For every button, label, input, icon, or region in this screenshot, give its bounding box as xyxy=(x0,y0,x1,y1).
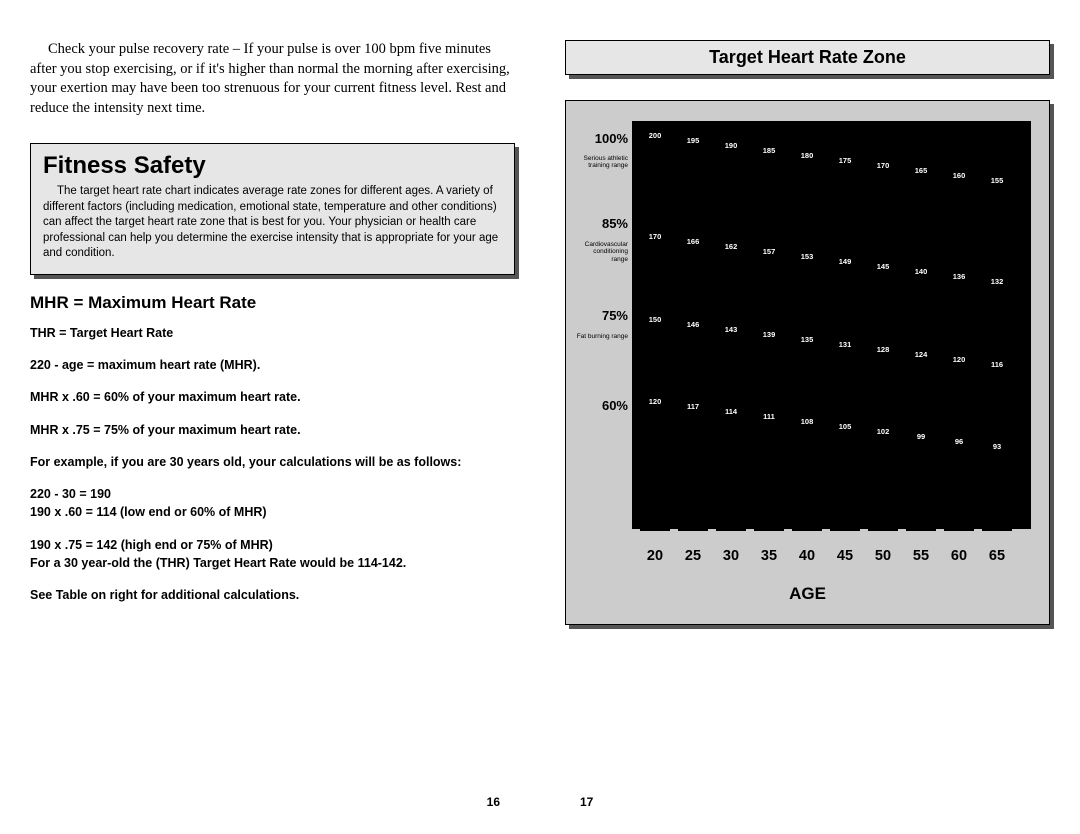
y-axis-label: 60% xyxy=(580,398,628,413)
bar-column xyxy=(906,188,936,532)
formula-line: MHR x .75 = 75% of your maximum heart ra… xyxy=(30,422,515,438)
bar-column xyxy=(944,197,974,531)
page-16: Check your pulse recovery rate – If your… xyxy=(0,0,540,834)
bar-value: 153 xyxy=(792,252,822,261)
page-17: Target Heart Rate Zone AGE 100% Serious a… xyxy=(540,0,1080,834)
y-axis-sublabel: Cardiovascular conditioning range xyxy=(576,241,628,263)
age-tick: 55 xyxy=(906,548,936,564)
bar-value: 180 xyxy=(792,151,822,160)
formula-line: See Table on right for additional calcul… xyxy=(30,587,515,603)
bar-value: 139 xyxy=(754,330,784,339)
bar-column xyxy=(792,159,822,531)
bar-value: 200 xyxy=(640,131,670,140)
formula-line: 220 - age = maximum heart rate (MHR). xyxy=(30,357,515,373)
y-axis-label: 75% xyxy=(580,308,628,323)
age-tick: 65 xyxy=(982,548,1012,564)
bar-column xyxy=(868,178,898,531)
bar-value: 155 xyxy=(982,176,1012,185)
bar-value: 131 xyxy=(830,340,860,349)
bar-value: 117 xyxy=(678,402,708,411)
age-tick: 25 xyxy=(678,548,708,564)
bar-column xyxy=(982,207,1012,532)
bar-value: 102 xyxy=(868,427,898,436)
bar-value: 143 xyxy=(716,325,746,334)
age-tick: 35 xyxy=(754,548,784,564)
bar-value: 166 xyxy=(678,237,708,246)
y-axis-label: 100% xyxy=(580,131,628,146)
fitness-safety-title: Fitness Safety xyxy=(43,152,502,180)
formula-line: 190 x .60 = 114 (low end or 60% of MHR) xyxy=(30,504,515,520)
formula-line: For example, if you are 30 years old, yo… xyxy=(30,454,515,470)
zone-title: Target Heart Rate Zone xyxy=(565,40,1050,75)
bar-value: 140 xyxy=(906,267,936,276)
page-number-right: 17 xyxy=(580,795,593,809)
page-number-left: 16 xyxy=(487,795,500,809)
bar-column xyxy=(678,131,708,532)
bar-value: 170 xyxy=(640,232,670,241)
bar-value: 170 xyxy=(868,161,898,170)
y-axis-label: 85% xyxy=(580,216,628,231)
fitness-safety-box: Fitness Safety The target heart rate cha… xyxy=(30,143,515,275)
age-tick: 50 xyxy=(868,548,898,564)
formula-line: For a 30 year-old the (THR) Target Heart… xyxy=(30,555,515,571)
bar-value: 111 xyxy=(754,412,784,421)
bar-value: 135 xyxy=(792,335,822,344)
bar-value: 96 xyxy=(944,437,974,446)
bar-value: 157 xyxy=(754,247,784,256)
age-axis-label: AGE xyxy=(566,584,1049,604)
bar-value: 114 xyxy=(716,407,746,416)
bar-value: 128 xyxy=(868,345,898,354)
bar-value: 116 xyxy=(982,360,1012,369)
bar-value: 165 xyxy=(906,166,936,175)
mhr-heading: MHR = Maximum Heart Rate xyxy=(30,293,515,313)
bar-value: 185 xyxy=(754,146,784,155)
bar-value: 99 xyxy=(906,432,936,441)
bar-column xyxy=(830,169,860,532)
bar-value: 145 xyxy=(868,262,898,271)
age-tick: 40 xyxy=(792,548,822,564)
fitness-safety-body: The target heart rate chart indicates av… xyxy=(43,184,502,262)
bar-value: 124 xyxy=(906,350,936,359)
age-tick: 30 xyxy=(716,548,746,564)
bar-column xyxy=(640,121,670,531)
bar-value: 160 xyxy=(944,171,974,180)
bar-value: 105 xyxy=(830,422,860,431)
formula-line: THR = Target Heart Rate xyxy=(30,325,515,341)
age-tick: 45 xyxy=(830,548,860,564)
intro-text: Check your pulse recovery rate – If your… xyxy=(30,40,515,118)
bar-value: 120 xyxy=(944,355,974,364)
bar-value: 162 xyxy=(716,242,746,251)
bar-value: 132 xyxy=(982,277,1012,286)
bar-value: 195 xyxy=(678,136,708,145)
heart-rate-chart: AGE 100% Serious athletic training range 8… xyxy=(565,100,1050,625)
age-tick: 20 xyxy=(640,548,670,564)
bar-column xyxy=(716,140,746,531)
bar-value: 120 xyxy=(640,397,670,406)
bar-value: 108 xyxy=(792,417,822,426)
formula-list: THR = Target Heart Rate 220 - age = maxim… xyxy=(30,325,515,604)
bar-column xyxy=(754,150,784,532)
y-axis-sublabel: Serious athletic training range xyxy=(576,155,628,170)
formula-line: 190 x .75 = 142 (high end or 75% of MHR) xyxy=(30,537,515,553)
bar-value: 175 xyxy=(830,156,860,165)
bar-value: 149 xyxy=(830,257,860,266)
y-axis-sublabel: Fat burning range xyxy=(576,333,628,340)
formula-line: 220 - 30 = 190 xyxy=(30,486,515,502)
bar-value: 146 xyxy=(678,320,708,329)
bar-value: 150 xyxy=(640,315,670,324)
bar-value: 190 xyxy=(716,141,746,150)
age-tick: 60 xyxy=(944,548,974,564)
formula-line: MHR x .60 = 60% of your maximum heart ra… xyxy=(30,389,515,405)
bar-value: 136 xyxy=(944,272,974,281)
bar-value: 93 xyxy=(982,442,1012,451)
